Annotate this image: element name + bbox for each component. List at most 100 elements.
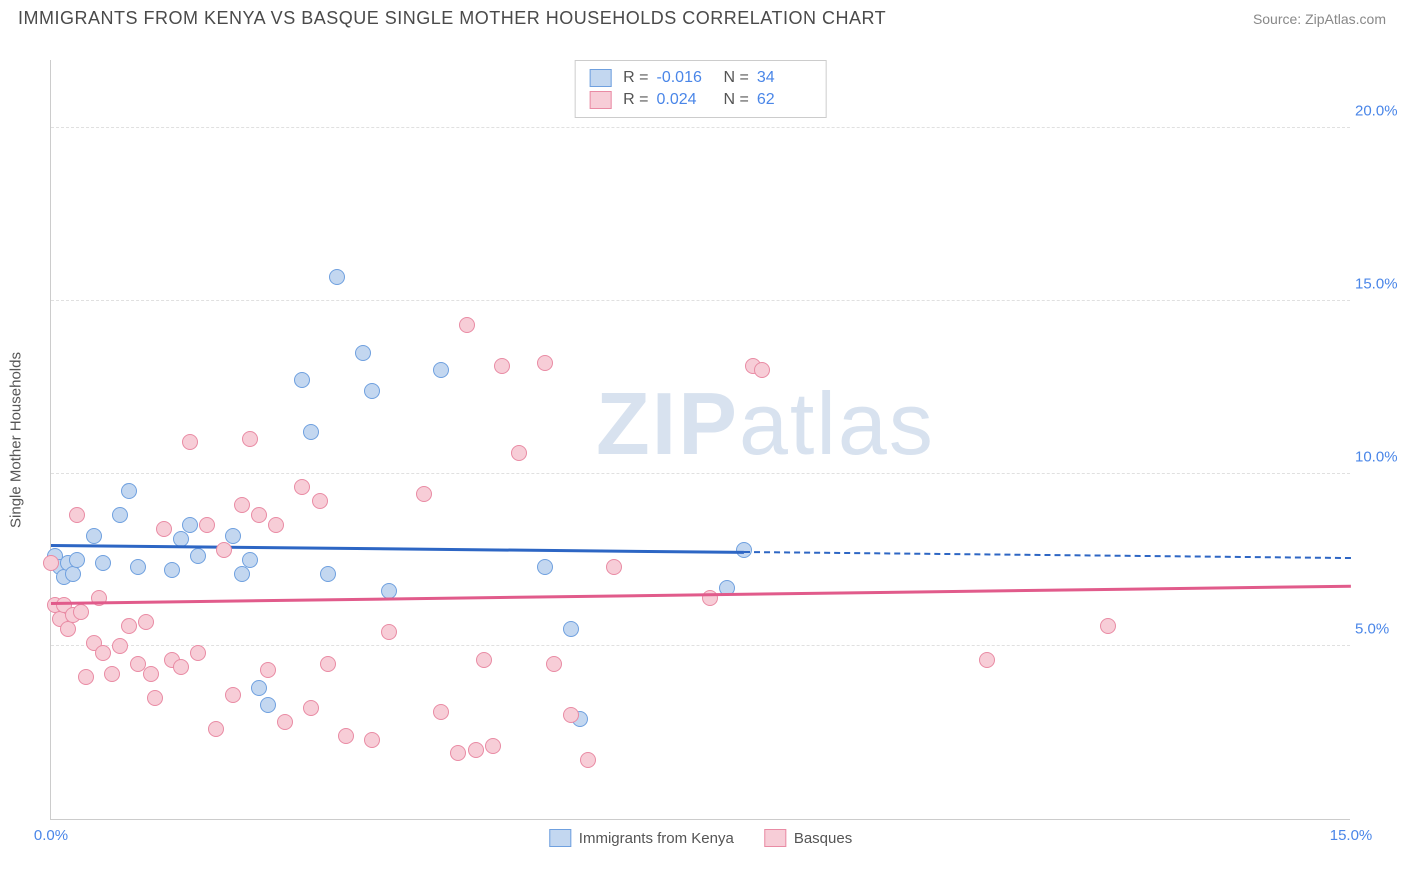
y-tick-label: 10.0% [1355, 448, 1406, 465]
legend-swatch [549, 829, 571, 847]
data-point [355, 345, 371, 361]
data-point [268, 517, 284, 533]
data-point [182, 434, 198, 450]
data-point [121, 483, 137, 499]
data-point [320, 656, 336, 672]
y-tick-label: 15.0% [1355, 275, 1406, 292]
source-label: Source: ZipAtlas.com [1253, 11, 1386, 27]
n-label: N = [724, 69, 749, 87]
gridline [51, 300, 1350, 301]
data-point [979, 652, 995, 668]
n-label: N = [724, 91, 749, 109]
data-point [754, 362, 770, 378]
data-point [485, 738, 501, 754]
data-point [104, 666, 120, 682]
data-point [208, 721, 224, 737]
legend-label: Basques [794, 830, 852, 847]
n-value: 34 [757, 69, 812, 87]
x-tick-label: 15.0% [1330, 827, 1373, 844]
data-point [242, 552, 258, 568]
data-point [563, 707, 579, 723]
r-value: -0.016 [657, 69, 712, 87]
trend-line [51, 585, 1351, 605]
y-axis-title: Single Mother Households [8, 352, 25, 528]
data-point [130, 559, 146, 575]
data-point [73, 604, 89, 620]
trend-line [51, 544, 744, 553]
data-point [416, 486, 432, 502]
data-point [364, 732, 380, 748]
data-point [60, 621, 76, 637]
data-point [580, 752, 596, 768]
data-point [86, 528, 102, 544]
y-tick-label: 20.0% [1355, 103, 1406, 120]
plot-area: ZIPatlas Single Mother Households R =-0.… [50, 60, 1350, 820]
gridline [51, 127, 1350, 128]
data-point [606, 559, 622, 575]
legend-item: Basques [764, 829, 852, 847]
correlation-legend: R = -0.016 N = 34 R = 0.024 N = 62 [574, 60, 827, 118]
legend-label: Immigrants from Kenya [579, 830, 734, 847]
legend-swatch [589, 91, 611, 109]
data-point [511, 445, 527, 461]
data-point [476, 652, 492, 668]
gridline [51, 473, 1350, 474]
gridline [51, 645, 1350, 646]
r-label: R = [623, 69, 648, 87]
data-point [95, 555, 111, 571]
data-point [78, 669, 94, 685]
data-point [277, 714, 293, 730]
data-point [112, 638, 128, 654]
data-point [1100, 618, 1116, 634]
data-point [338, 728, 354, 744]
data-point [190, 548, 206, 564]
r-label: R = [623, 91, 648, 109]
data-point [225, 687, 241, 703]
data-point [312, 493, 328, 509]
data-point [459, 317, 475, 333]
x-tick-label: 0.0% [34, 827, 68, 844]
data-point [251, 507, 267, 523]
data-point [468, 742, 484, 758]
data-point [303, 700, 319, 716]
data-point [433, 362, 449, 378]
data-point [329, 269, 345, 285]
data-point [69, 552, 85, 568]
data-point [450, 745, 466, 761]
legend-row: R = 0.024 N = 62 [589, 89, 812, 111]
data-point [43, 555, 59, 571]
data-point [242, 431, 258, 447]
data-point [294, 479, 310, 495]
data-point [173, 659, 189, 675]
data-point [494, 358, 510, 374]
data-point [537, 559, 553, 575]
data-point [164, 562, 180, 578]
data-point [546, 656, 562, 672]
trend-line-dashed [744, 551, 1351, 559]
data-point [112, 507, 128, 523]
data-point [260, 662, 276, 678]
data-point [303, 424, 319, 440]
data-point [234, 566, 250, 582]
data-point [537, 355, 553, 371]
legend-swatch [589, 69, 611, 87]
data-point [736, 542, 752, 558]
data-point [433, 704, 449, 720]
data-point [563, 621, 579, 637]
data-point [216, 542, 232, 558]
data-point [138, 614, 154, 630]
data-point [199, 517, 215, 533]
data-point [234, 497, 250, 513]
data-point [143, 666, 159, 682]
chart-title: IMMIGRANTS FROM KENYA VS BASQUE SINGLE M… [18, 8, 886, 29]
data-point [320, 566, 336, 582]
r-value: 0.024 [657, 91, 712, 109]
data-point [364, 383, 380, 399]
n-value: 62 [757, 91, 812, 109]
legend-row: R = -0.016 N = 34 [589, 67, 812, 89]
data-point [156, 521, 172, 537]
data-point [121, 618, 137, 634]
data-point [95, 645, 111, 661]
data-point [182, 517, 198, 533]
legend-item: Immigrants from Kenya [549, 829, 734, 847]
